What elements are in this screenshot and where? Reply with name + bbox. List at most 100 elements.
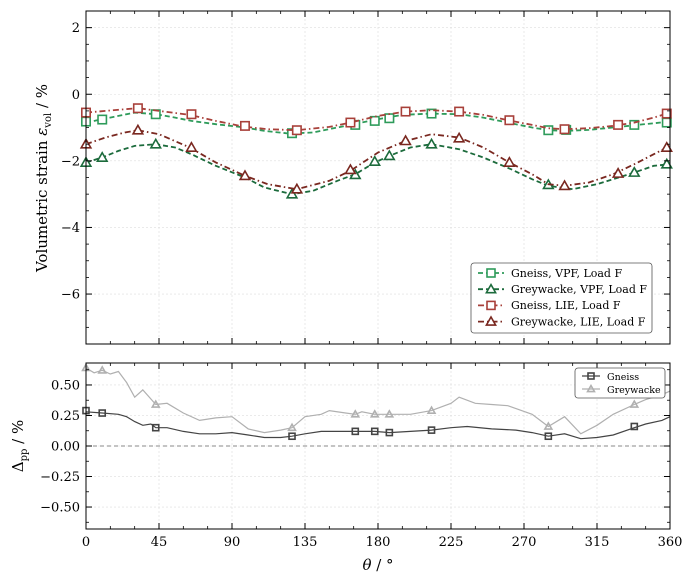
marker-gneiss-2 [151,423,160,432]
bottom-y-axis-label: Δpp / % [9,420,30,473]
marker-greywacke-4 [350,409,361,418]
marker-gneiss-vpf-load-f-10 [629,119,640,130]
x-tick-label-45: 45 [151,535,168,550]
top-panel: 2 0 −2 −4 −6 Volumetric strain εvol / % Gnei… [33,10,673,345]
marker-gneiss-vpf-load-f-6 [384,113,395,124]
top-legend: Gneiss, VPF, Load F Greywacke, VPF, Load … [470,262,653,334]
y-tick-label-0: 2 [72,21,80,36]
marker-gneiss-lie-load-f-6 [400,106,411,117]
marker-greywacke-vpf-load-f-10 [660,157,673,169]
bottom-ylabel-unit: / % [9,420,27,449]
legend-label-gneiss: Gneiss [607,372,639,383]
marker-gneiss-5 [370,427,379,436]
top-ticks: 2 0 −2 −4 −6 [61,10,671,345]
marker-gneiss-7 [427,426,436,434]
legend-label-greywacke: Greywacke [607,385,661,396]
top-ylabel-subscript: vol [43,113,54,129]
marker-greywacke-2 [150,399,161,408]
marker-greywacke-lie-load-f-4 [290,182,304,194]
series-line-greywacke [85,367,671,435]
marker-greywacke-7 [426,405,437,414]
top-ylabel-unit: / % [33,84,51,113]
marker-gneiss-lie-load-f-9 [559,124,570,135]
y-tick-label-4: −0.50 [40,501,80,516]
bottom-legend: Gneiss Greywacke [574,367,666,399]
xlabel-unit: / ° [371,556,393,574]
marker-gneiss-1 [98,409,107,417]
marker-greywacke-lie-load-f-1 [131,123,145,135]
marker-greywacke-1 [97,365,108,374]
marker-greywacke-lie-load-f-6 [399,134,412,146]
x-tick-label-0: 0 [82,535,90,550]
x-axis-label: θ / ° [362,556,393,574]
marker-gneiss-4 [351,427,360,436]
marker-greywacke-5 [369,409,380,418]
xlabel-symbol: θ [362,556,371,574]
legend-marker-greywacke [586,383,596,393]
marker-gneiss-lie-load-f-4 [291,125,302,136]
y-tick-label-0: 0.50 [51,378,80,393]
marker-greywacke-lie-load-f-8 [503,156,516,167]
marker-greywacke-lie-load-f-7 [452,131,466,143]
marker-gneiss-6 [385,428,394,437]
legend-marker-gneiss-lie-load-f [486,300,496,311]
marker-gneiss-lie-load-f-1 [132,103,143,114]
marker-gneiss-8 [544,432,553,441]
marker-greywacke-3 [287,422,297,432]
bottom-ylabel-subscript: pp [19,449,30,462]
legend-label-greywacke-vpf-load-f: Greywacke, VPF, Load F [511,283,647,296]
series-line-greywacke-lie-load-f [85,129,671,191]
x-tick-label-270: 270 [512,535,537,550]
x-tick-label-360: 360 [658,535,683,550]
marker-gneiss-lie-load-f-10 [613,119,624,130]
y-tick-label-2: −2 [61,154,80,169]
marker-gneiss-vpf-load-f-7 [426,108,437,119]
marker-greywacke-vpf-load-f-5 [368,155,381,166]
top-series [79,103,673,199]
marker-greywacke-9 [629,399,640,408]
top-y-axis-label: Volumetric strain εvol / % [33,84,54,273]
y-tick-label-3: −0.25 [40,470,80,485]
marker-gneiss-lie-load-f-7 [454,106,465,117]
y-tick-label-4: −6 [61,288,80,303]
marker-greywacke-6 [384,409,395,418]
marker-gneiss-vpf-load-f-1 [97,114,108,125]
top-ylabel-main: Volumetric strain [33,136,51,273]
legend-marker-gneiss-vpf-load-f [486,268,496,278]
marker-greywacke-vpf-load-f-2 [149,137,162,149]
marker-gneiss-vpf-load-f-8 [543,125,554,136]
x-tick-label-90: 90 [224,535,241,550]
legend-label-gneiss-lie-load-f: Gneiss, LIE, Load F [511,299,621,312]
marker-gneiss-lie-load-f-2 [186,109,197,120]
bottom-panel: 0.50 0.25 0.00 −0.25 −0.50 0 45 90 135 180 225 270 3… [9,362,682,574]
x-tick-label-315: 315 [585,535,610,550]
y-tick-label-3: −4 [61,221,80,236]
legend-marker-greywacke-lie-load-f [485,315,497,326]
legend-marker-gneiss [587,372,595,380]
top-ylabel-symbol: ε [33,128,51,136]
marker-gneiss-vpf-load-f-5 [369,115,380,126]
marker-greywacke-lie-load-f-2 [185,141,198,152]
series-line-gneiss-lie-load-f [85,107,671,132]
marker-gneiss-lie-load-f-5 [345,117,356,128]
marker-greywacke-vpf-load-f-7 [425,137,438,149]
marker-gneiss-lie-load-f-8 [504,115,515,126]
marker-gneiss-9 [630,422,639,431]
marker-greywacke-vpf-load-f-6 [383,149,396,161]
marker-greywacke-lie-load-f-9 [558,179,571,191]
marker-greywacke-lie-load-f-3 [238,169,252,181]
bottom-ticks: 0.50 0.25 0.00 −0.25 −0.50 0 45 90 135 180 225 270 3… [40,363,682,550]
legend-label-gneiss-vpf-load-f: Gneiss, VPF, Load F [511,267,622,280]
legend-label-greywacke-lie-load-f: Greywacke, LIE, Load F [511,315,646,328]
y-tick-label-1: 0.25 [51,409,80,424]
marker-gneiss-3 [288,432,296,441]
y-tick-label-2: 0.00 [51,440,80,455]
marker-greywacke-8 [543,421,554,430]
x-tick-label-135: 135 [293,535,318,550]
bottom-ylabel-main: Δ [9,461,27,472]
y-tick-label-1: 0 [72,88,80,103]
legend-box [470,262,653,334]
marker-greywacke-lie-load-f-11 [660,141,673,152]
marker-gneiss-lie-load-f-3 [239,120,250,131]
